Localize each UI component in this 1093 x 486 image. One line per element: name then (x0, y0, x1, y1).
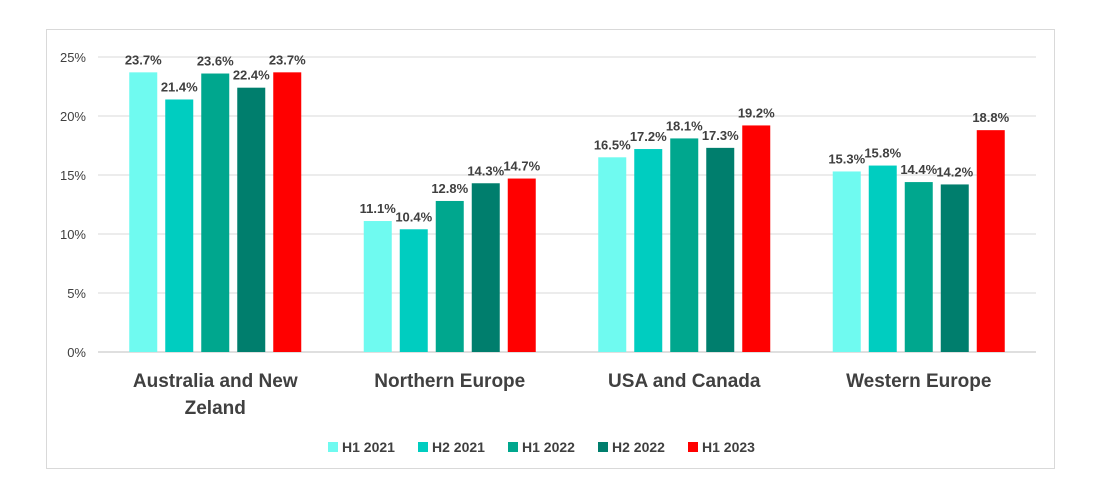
bar (634, 149, 663, 352)
bar (940, 184, 969, 352)
category-label: Northern Europe (374, 371, 525, 392)
y-tick-label: 15% (60, 168, 86, 183)
bar (273, 72, 302, 352)
legend-swatch (328, 442, 338, 452)
y-tick-label: 0% (67, 345, 86, 360)
legend-swatch (508, 442, 518, 452)
bar (435, 200, 464, 352)
legend-swatch (598, 442, 608, 452)
bar (471, 183, 500, 352)
data-label: 15.3% (828, 151, 865, 166)
legend-label: H1 2022 (522, 439, 575, 455)
data-label: 10.4% (395, 209, 432, 224)
legend-label: H2 2021 (432, 439, 485, 455)
bar (976, 130, 1005, 352)
data-label: 18.1% (666, 118, 703, 133)
bar (742, 125, 771, 352)
legend-swatch (688, 442, 698, 452)
bar (670, 138, 699, 352)
data-label: 17.3% (702, 128, 739, 143)
y-tick-label: 10% (60, 227, 86, 242)
legend-label: H1 2023 (702, 439, 755, 455)
bar (904, 182, 933, 352)
data-label: 14.7% (503, 159, 540, 174)
bar (868, 165, 897, 352)
category-label: Australia and New (133, 371, 298, 392)
y-tick-label: 25% (60, 50, 86, 65)
category-label: USA and Canada (608, 371, 761, 392)
data-label: 14.2% (936, 164, 973, 179)
y-tick-label: 5% (67, 286, 86, 301)
legend-swatch (418, 442, 428, 452)
data-label: 16.5% (594, 137, 631, 152)
bar (237, 87, 266, 353)
bar (201, 73, 230, 353)
data-label: 23.6% (197, 54, 234, 69)
category-label: Western Europe (846, 371, 991, 392)
data-label: 14.4% (900, 162, 937, 177)
data-label: 23.7% (269, 52, 306, 67)
bar (165, 99, 194, 352)
y-tick-label: 20% (60, 109, 86, 124)
category-label: Zeland (185, 398, 246, 419)
bar (363, 221, 392, 352)
legend-label: H2 2022 (612, 439, 665, 455)
bar (507, 178, 536, 352)
data-label: 18.8% (972, 110, 1009, 125)
data-label: 12.8% (431, 181, 468, 196)
bar (129, 72, 158, 352)
data-label: 23.7% (125, 52, 162, 67)
data-label: 17.2% (630, 129, 667, 144)
data-label: 19.2% (738, 105, 775, 120)
bar (399, 229, 428, 352)
data-label: 14.3% (467, 163, 504, 178)
bar (706, 147, 735, 352)
data-label: 11.1% (360, 201, 397, 216)
legend-label: H1 2021 (342, 439, 395, 455)
data-label: 15.8% (864, 146, 901, 161)
data-label: 21.4% (161, 79, 198, 94)
data-label: 22.4% (233, 68, 270, 83)
bar (832, 171, 861, 352)
bar (598, 157, 627, 352)
